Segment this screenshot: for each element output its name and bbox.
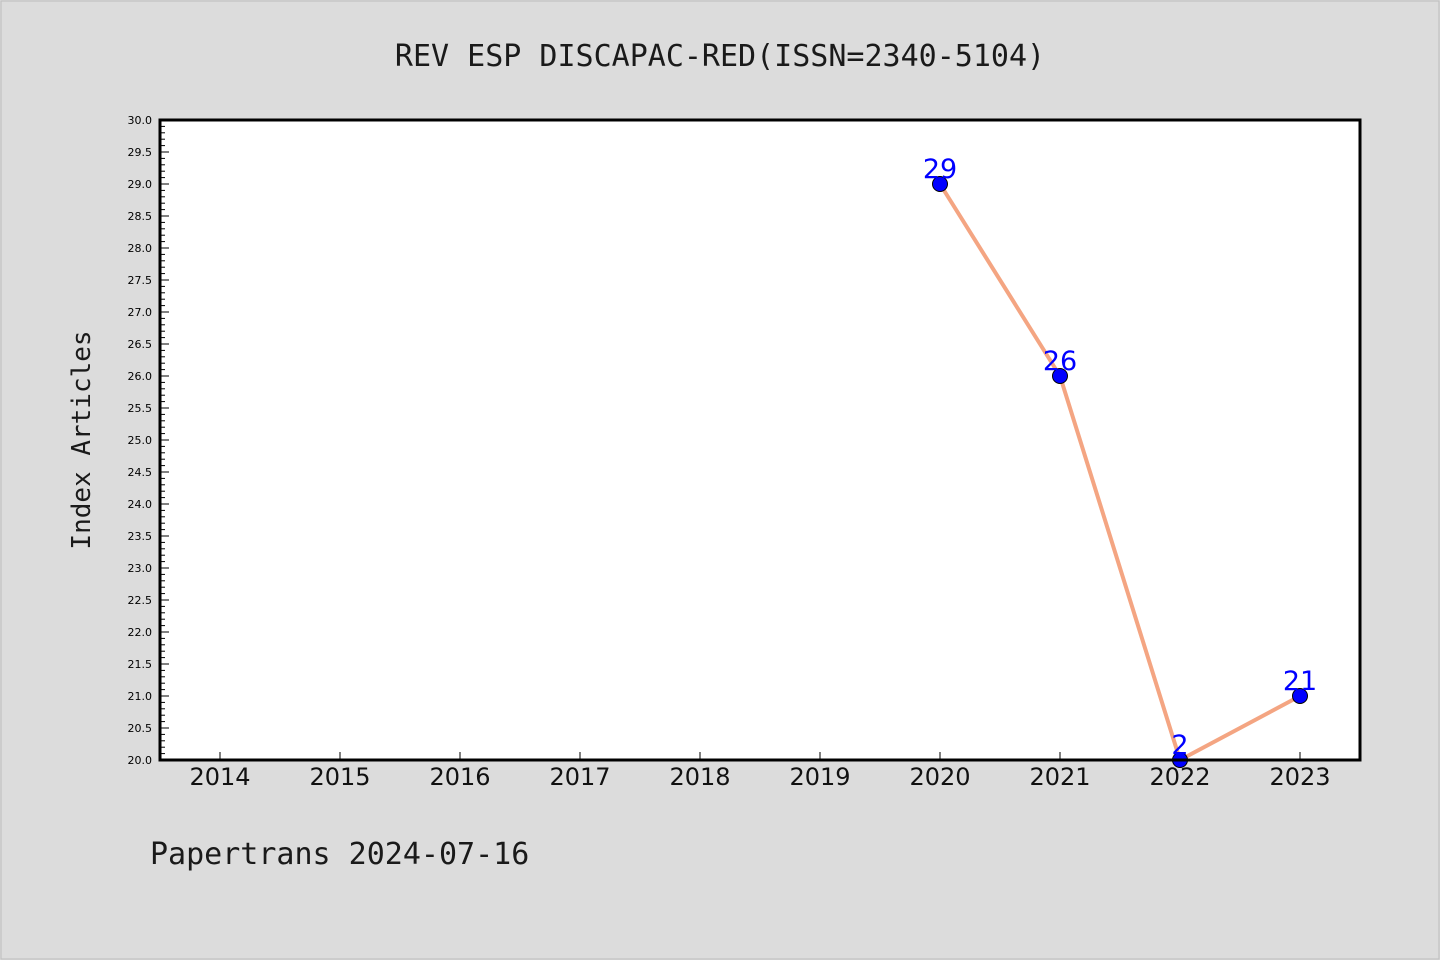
chart-title: REV ESP DISCAPAC-RED(ISSN=2340-5104) — [395, 39, 1045, 74]
y-tick-label: 25.5 — [128, 402, 153, 415]
x-tick-label: 2018 — [669, 763, 730, 791]
x-tick-label: 2016 — [429, 763, 490, 791]
x-tick-label: 2015 — [309, 763, 370, 791]
x-axis: 2014 2015 2016 2017 2018 2019 2020 2021 2022 2023 — [189, 752, 1331, 791]
y-axis-label: Index Articles — [67, 330, 97, 549]
y-tick-label: 29.5 — [128, 146, 153, 159]
y-tick-label: 26.5 — [128, 338, 153, 351]
data-label: 29 — [923, 154, 957, 185]
y-tick-label: 22.0 — [128, 626, 153, 639]
plot-area — [160, 120, 1360, 760]
x-tick-label: 2017 — [549, 763, 610, 791]
data-point — [932, 176, 948, 192]
x-tick-label: 2020 — [909, 763, 970, 791]
series-line — [938, 182, 1302, 762]
series-layer: 29 26 2 21 — [923, 154, 1317, 768]
y-tick-label: 20.5 — [128, 722, 153, 735]
y-tick-label: 28.5 — [128, 210, 153, 223]
data-point — [1052, 368, 1068, 384]
y-tick-label: 21.0 — [128, 690, 153, 703]
y-tick-label: 29.0 — [128, 178, 153, 191]
data-label: 21 — [1283, 666, 1317, 697]
y-tick-label: 27.5 — [128, 274, 153, 287]
data-point — [1292, 688, 1308, 704]
x-tick-label: 2019 — [789, 763, 850, 791]
y-tick-label: 24.0 — [128, 498, 153, 511]
y-tick-label: 26.0 — [128, 370, 153, 383]
y-tick-label: 24.5 — [128, 466, 153, 479]
x-tick-label: 2023 — [1269, 763, 1330, 791]
footer-credit: Papertrans 2024-07-16 — [150, 837, 529, 872]
y-tick-label: 23.5 — [128, 530, 153, 543]
y-tick-label: 23.0 — [128, 562, 153, 575]
y-tick-label: 27.0 — [128, 306, 153, 319]
y-tick-label: 21.5 — [128, 658, 153, 671]
x-tick-label: 2014 — [189, 763, 250, 791]
y-axis: 20.0 20.5 21.0 21.5 22.0 22.5 23.0 23.5 24.0 24.5… — [128, 114, 169, 767]
data-label: 26 — [1043, 346, 1077, 377]
x-tick-label: 2021 — [1029, 763, 1090, 791]
data-label: 2 — [1171, 730, 1188, 761]
y-tick-label: 20.0 — [128, 754, 153, 767]
y-tick-label: 28.0 — [128, 242, 153, 255]
y-tick-label: 25.0 — [128, 434, 153, 447]
y-tick-label: 30.0 — [128, 114, 153, 127]
y-tick-label: 22.5 — [128, 594, 153, 607]
plot-frame — [158, 118, 1362, 762]
